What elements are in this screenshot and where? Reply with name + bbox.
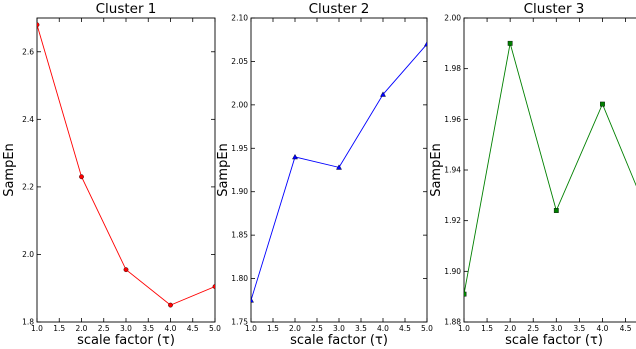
data-point	[79, 174, 84, 180]
x-tick-label: 2.0	[504, 324, 516, 333]
y-tick-label: 1.96	[444, 115, 461, 124]
x-tick-label: 1.0	[458, 324, 470, 333]
y-tick-label: 1.88	[444, 318, 461, 327]
data-point	[251, 297, 254, 303]
y-tick-label: 1.95	[231, 144, 248, 153]
y-tick-label: 2.00	[231, 100, 248, 109]
x-tick-label: 4.5	[620, 324, 632, 333]
data-point	[600, 101, 605, 107]
x-axis-label: scale factor (τ)	[77, 333, 175, 348]
y-tick-label: 2.10	[231, 14, 248, 23]
data-point	[292, 153, 298, 160]
axes-frame	[463, 17, 636, 323]
x-axis-label: scale factor (τ)	[505, 333, 603, 348]
panel-2: Cluster 2 scale factor (τ) SampEn 1.0 1.5 2.0…	[216, 1, 433, 348]
x-tick-label: 4.5	[187, 324, 199, 333]
y-tick-label: 2.05	[231, 57, 248, 66]
panel-title: Cluster 1	[96, 1, 157, 17]
y-tick-label: 1.8	[22, 318, 34, 327]
y-tick-label: 1.92	[444, 216, 461, 225]
x-tick-label: 2.5	[311, 324, 323, 333]
x-tick-label: 2.0	[289, 324, 301, 333]
x-tick-label: 5.0	[421, 324, 433, 333]
y-tick-label: 2.4	[22, 115, 34, 124]
x-tick-label: 2.0	[76, 324, 88, 333]
x-tick-label: 3.5	[355, 324, 367, 333]
y-tick-label: 1.90	[444, 267, 461, 276]
y-tick-label: 1.90	[231, 187, 248, 196]
y-tick-label: 2.2	[22, 182, 34, 191]
data-point	[123, 267, 129, 273]
x-tick-label: 1.0	[31, 324, 43, 333]
data-point	[507, 40, 513, 46]
y-tick-label: 1.94	[444, 166, 461, 175]
panel-title: Cluster 3	[524, 1, 585, 17]
axes-frame	[36, 17, 216, 323]
x-tick-label: 1.5	[53, 324, 65, 333]
panel-1: Cluster 1 scale factor (τ) SampEn 1.0 1.5 2.0…	[2, 1, 221, 348]
x-tick-label: 1.0	[245, 324, 257, 333]
panel-title: Cluster 2	[309, 1, 370, 17]
data-point	[464, 291, 467, 297]
x-tick-label: 3.0	[120, 324, 132, 333]
x-tick-label: 3.5	[573, 324, 585, 333]
x-tick-label: 5.0	[209, 324, 221, 333]
x-tick-label: 1.5	[481, 324, 493, 333]
y-tick-label: 1.80	[231, 274, 248, 283]
x-tick-label: 4.0	[377, 324, 389, 333]
x-tick-label: 2.5	[527, 324, 539, 333]
x-tick-label: 3.5	[142, 324, 154, 333]
x-tick-label: 4.0	[165, 324, 177, 333]
x-tick-label: 4.5	[399, 324, 411, 333]
x-tick-label: 1.5	[267, 324, 279, 333]
data-point	[212, 284, 215, 289]
data-point	[168, 302, 173, 308]
data-point	[553, 208, 559, 213]
y-tick-label: 2.6	[22, 47, 34, 56]
x-tick-label: 3.0	[550, 324, 562, 333]
y-tick-label: 2.00	[444, 14, 461, 23]
y-axis-label: SampEn	[216, 143, 231, 197]
y-axis-label: SampEn	[429, 143, 444, 197]
axes-frame	[250, 17, 428, 323]
x-axis-label: scale factor (τ)	[290, 333, 388, 348]
x-tick-label: 4.0	[596, 324, 608, 333]
y-tick-label: 1.98	[444, 64, 461, 73]
y-tick-label: 1.75	[231, 318, 248, 327]
data-point	[424, 41, 427, 47]
data-point	[37, 22, 40, 28]
x-tick-label: 2.5	[98, 324, 110, 333]
y-tick-label: 1.85	[231, 231, 248, 240]
data-point	[336, 164, 342, 170]
y-axis-label: SampEn	[2, 143, 17, 197]
panel-3: Cluster 3 scale factor (τ) SampEn 1.0 1.5 2.0…	[429, 1, 636, 348]
x-tick-label: 3.0	[333, 324, 345, 333]
y-tick-label: 2.0	[22, 250, 34, 259]
data-point	[380, 91, 386, 97]
